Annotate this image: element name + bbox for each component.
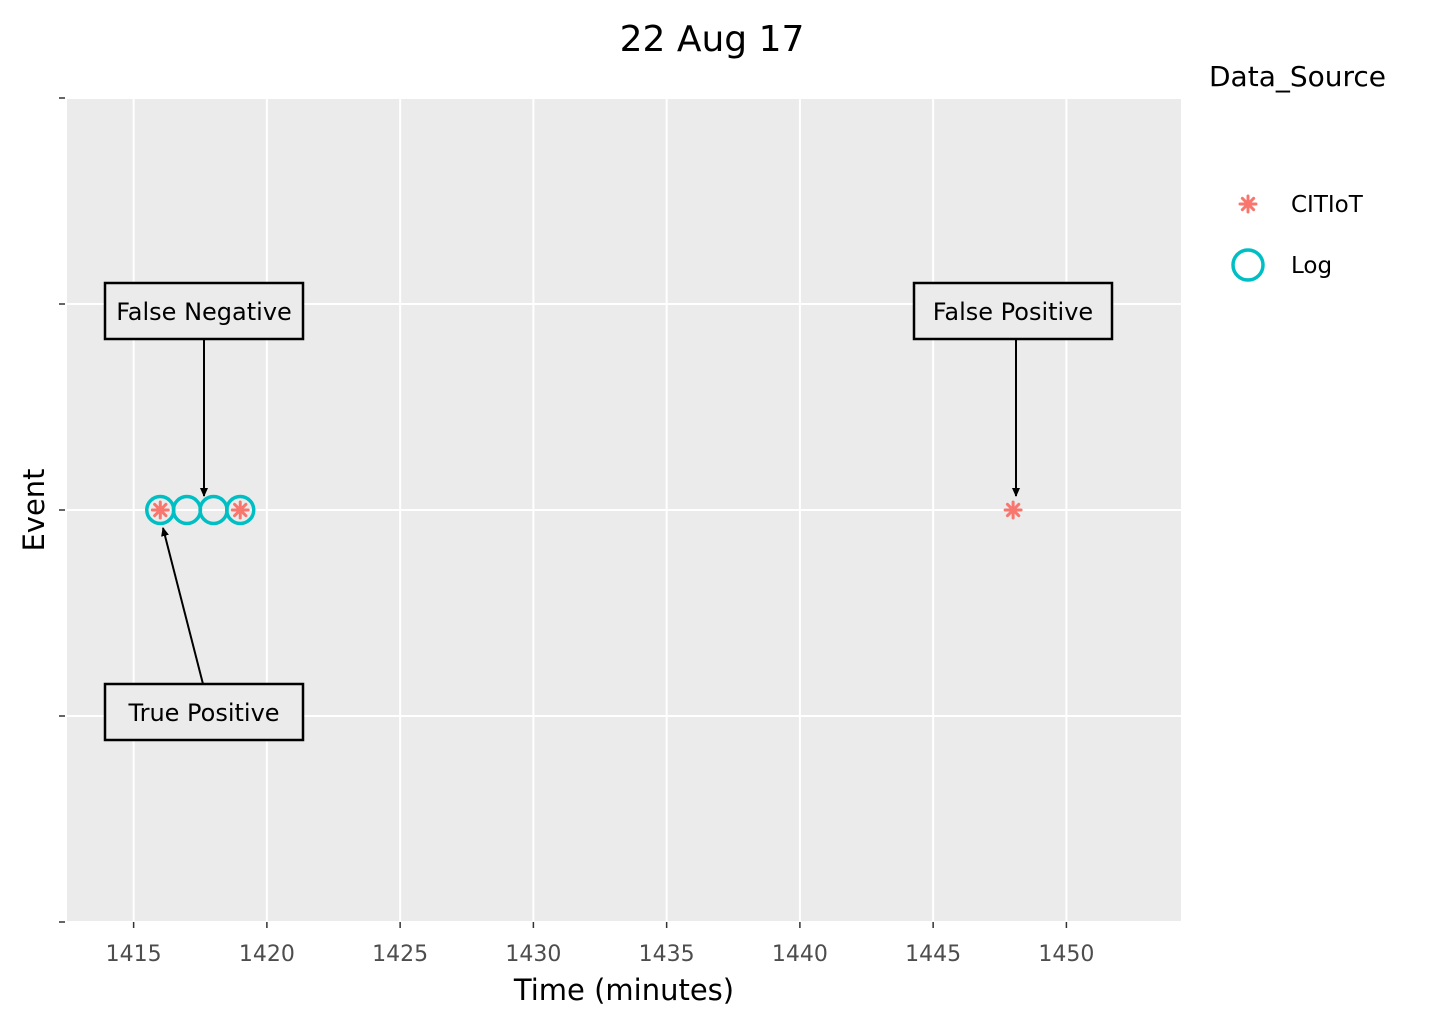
x-tick-label: 1445 [905,942,961,967]
point-citiot [150,500,170,520]
legend-key-asterisk [1238,194,1258,214]
annotation-box [103,281,305,341]
x-axis-title: Time (minutes) [513,973,734,1007]
chart-title: 22 Aug 17 [620,19,805,60]
annotation-arrow [161,527,204,685]
annotation-label: False Negative [116,298,292,326]
annotations: False Negative False Positive True Positiv… [103,281,1114,742]
legend-key-circle [1231,248,1265,282]
x-tick-label: 1415 [106,942,162,967]
x-tick-label: 1420 [239,942,295,967]
annotation-true-positive: True Positive [103,527,305,742]
point-citiot [1003,500,1023,520]
x-tick-label: 1435 [639,942,695,967]
x-tick-label: 1430 [505,942,561,967]
x-tick-label: 1450 [1038,942,1094,967]
legend-label: CITIoT [1291,192,1364,218]
legend-item-log: Log [1231,248,1332,282]
annotation-box [912,281,1114,341]
point-citiot [230,500,250,520]
x-axis-ticks: 1415 1420 1425 1430 1435 1440 1445 1450 [106,922,1094,967]
annotation-label: True Positive [127,699,279,727]
y-axis-title: Event [17,468,51,551]
annotation-false-positive: False Positive [912,281,1114,497]
legend: CITIoT Log [1231,192,1364,282]
x-tick-label: 1425 [372,942,428,967]
annotation-false-negative: False Negative [103,281,305,497]
point-log [224,494,256,526]
data-points [145,494,1023,526]
legend-item-citiot: CITIoT [1238,192,1364,218]
y-axis-ticks [59,97,65,923]
legend-label: Log [1291,253,1332,279]
annotation-box [103,682,305,742]
legend-title: Data_Source [1209,60,1386,93]
annotation-label: False Positive [933,298,1093,326]
x-tick-label: 1440 [772,942,828,967]
grid-lines [67,97,1181,923]
